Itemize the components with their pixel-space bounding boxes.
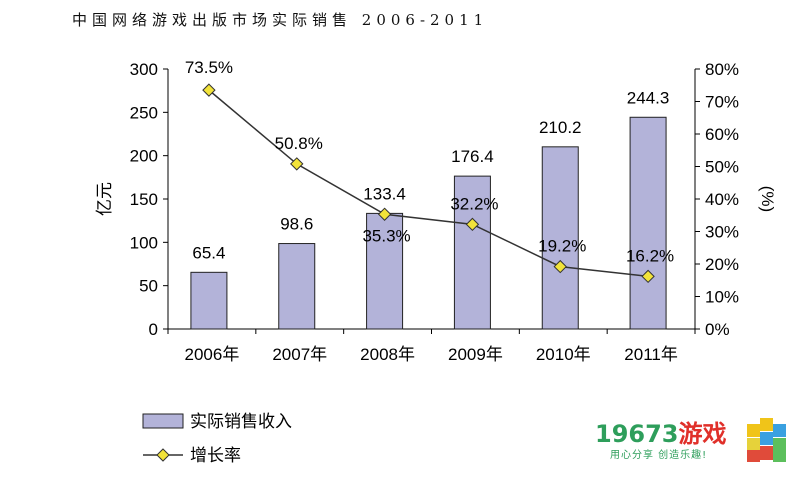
y-tick-label: 50	[139, 277, 158, 296]
y-right-tick-label: 10%	[705, 288, 739, 307]
legend-line-marker	[156, 448, 170, 462]
legend-bar-label: 实际销售收入	[190, 412, 292, 431]
x-tick-label: 2011年	[624, 345, 678, 364]
logo-name: 19673	[595, 420, 679, 448]
line-value-label: 19.2%	[538, 237, 586, 256]
line-value-label: 16.2%	[626, 246, 674, 265]
y-right-axis-label: (%)	[758, 186, 777, 212]
y-right-tick-label: 60%	[705, 125, 739, 144]
bar-value-label: 210.2	[539, 118, 582, 137]
line-marker	[290, 157, 304, 171]
y-right-tick-label: 40%	[705, 190, 739, 209]
bar	[453, 175, 491, 330]
line-marker	[202, 83, 216, 97]
bar-value-label: 133.4	[363, 184, 406, 203]
x-tick-label: 2008年	[360, 345, 415, 364]
y-right-tick-label: 80%	[705, 60, 739, 79]
bar	[190, 271, 228, 330]
y-tick-label: 0	[149, 320, 158, 339]
x-tick-label: 2006年	[185, 345, 240, 364]
y-axis-label: 亿元	[95, 182, 114, 216]
logo-slogan: 用心分享 创造乐趣!	[610, 450, 708, 461]
bar-value-label: 176.4	[451, 147, 494, 166]
bar-value-label: 98.6	[280, 215, 313, 234]
line-marker	[641, 269, 655, 284]
y-tick-label: 250	[130, 103, 158, 122]
y-tick-label: 300	[130, 60, 158, 79]
line-value-label: 35.3%	[362, 226, 410, 245]
cube-icon	[747, 418, 786, 462]
y-tick-label: 150	[130, 190, 158, 209]
y-right-tick-label: 0%	[705, 320, 730, 339]
line-value-label: 32.2%	[450, 194, 498, 213]
legend-line-label: 增长率	[190, 446, 241, 465]
bar	[629, 116, 667, 330]
x-tick-label: 2007年	[272, 345, 327, 364]
line-value-label: 50.8%	[275, 134, 323, 153]
logo-suffix: 游戏	[678, 420, 727, 448]
chart-title: 中国网络游戏出版市场实际销售 2006-2011	[72, 11, 489, 29]
line-marker	[465, 217, 480, 232]
y-tick-label: 200	[130, 147, 158, 166]
bar-value-label: 244.3	[627, 88, 670, 107]
bar	[278, 243, 316, 330]
bar	[541, 146, 579, 330]
y-right-tick-label: 30%	[705, 223, 739, 242]
y-right-tick-label: 70%	[705, 93, 739, 112]
growth-line	[208, 89, 649, 278]
y-tick-label: 100	[130, 233, 158, 252]
y-right-tick-label: 50%	[705, 158, 739, 177]
bar-value-label: 65.4	[192, 243, 225, 262]
bar	[366, 212, 404, 330]
line-marker	[377, 207, 392, 221]
x-tick-label: 2009年	[448, 345, 503, 364]
line-value-label: 73.5%	[185, 58, 233, 77]
x-tick-label: 2010年	[536, 345, 591, 364]
line-marker	[553, 259, 567, 274]
y-right-tick-label: 20%	[705, 255, 739, 274]
logo: 19673游戏 用心分享 创造乐趣!	[595, 412, 795, 468]
legend-bar-swatch	[142, 413, 184, 429]
